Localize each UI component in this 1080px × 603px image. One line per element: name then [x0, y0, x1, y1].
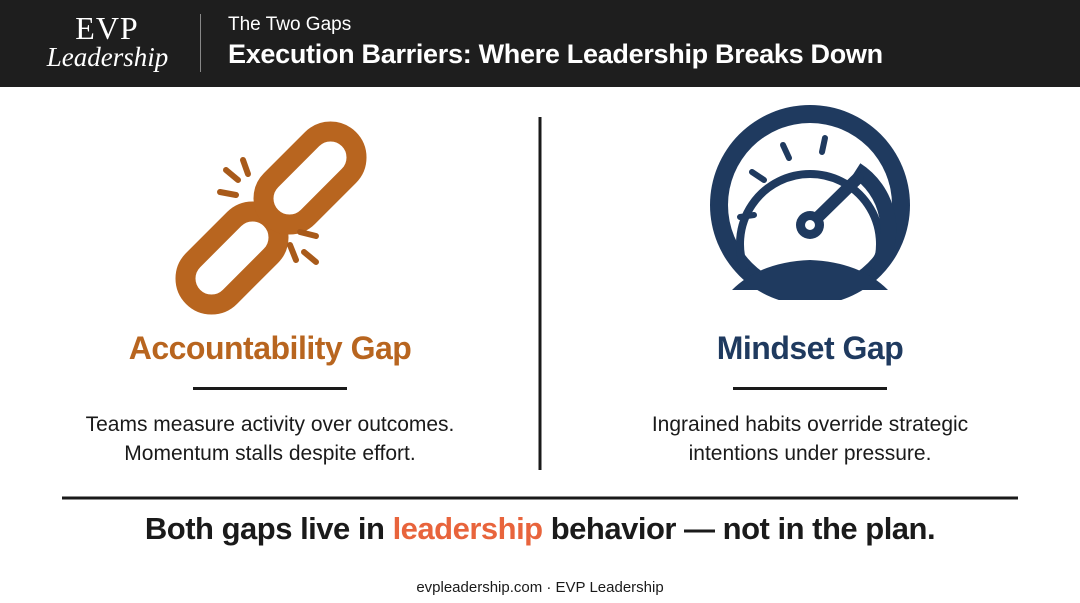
title-rule	[193, 387, 347, 390]
statement-text: Both gaps live in	[144, 511, 393, 546]
title-rule	[733, 387, 887, 390]
header: EVP Leadership The Two Gaps Execution Ba…	[0, 0, 1080, 87]
description-line: Momentum stalls despite effort.	[124, 442, 416, 465]
divider	[200, 14, 201, 72]
subtitle: The Two Gaps	[228, 14, 352, 35]
description-line: intentions under pressure.	[688, 442, 932, 465]
statement-highlight: leadership	[392, 511, 544, 546]
gauge-icon	[710, 105, 910, 300]
column-title: Accountability Gap	[128, 330, 412, 366]
title: Execution Barriers: Where Leadership Bre…	[228, 39, 883, 69]
column-title: Mindset Gap	[716, 330, 904, 366]
footer: evpleadership.com · EVP Leadership	[416, 579, 664, 596]
column: Accountability Gap Teams measure activit…	[10, 330, 530, 468]
statement-text: behavior — not in the plan.	[542, 511, 936, 546]
description-line: Teams measure activity over outcomes.	[85, 413, 455, 436]
statement: Both gaps live in leadership behavior — …	[0, 511, 1080, 547]
logo-top: EVP	[75, 10, 139, 46]
logo-bottom: Leadership	[46, 42, 169, 72]
broken-chain-icon	[175, 121, 367, 315]
description-line: Ingrained habits override strategic	[651, 413, 969, 436]
column: Mindset Gap Ingrained habits override st…	[550, 330, 1070, 468]
